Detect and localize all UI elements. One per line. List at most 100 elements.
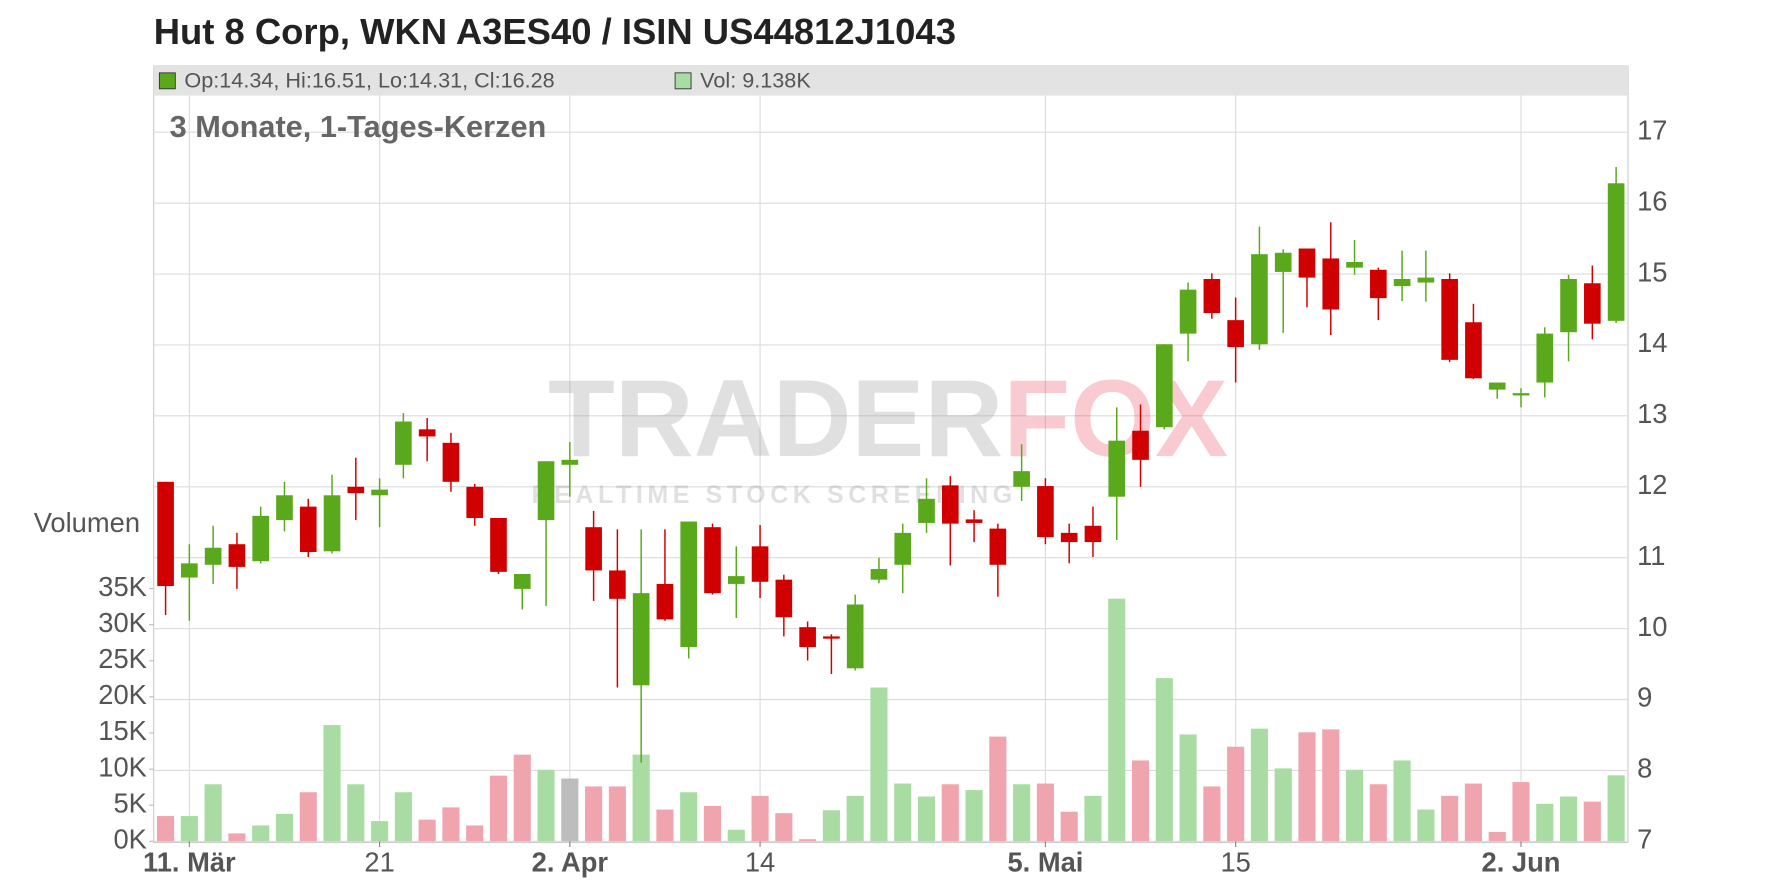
volume-bar	[1417, 809, 1435, 842]
candle-body	[704, 527, 721, 594]
candle-body	[609, 570, 626, 599]
candle-body	[1584, 283, 1601, 324]
candle-body	[1084, 525, 1102, 543]
candle-body	[323, 495, 341, 552]
candle-body	[1465, 322, 1482, 379]
candle-body	[775, 579, 793, 618]
candle-body	[656, 583, 674, 620]
candle-body	[1322, 258, 1340, 310]
x-tick-label: 15	[1220, 846, 1250, 877]
volume-tick-label: 25K	[98, 643, 147, 674]
legend-bar	[153, 66, 1629, 96]
volume-bar	[442, 807, 460, 842]
volume-bar	[1488, 831, 1506, 842]
volume-bar	[1322, 729, 1340, 842]
volume-bar	[1464, 783, 1482, 842]
volume-bar	[680, 792, 698, 842]
y-tick-label: 16	[1637, 185, 1667, 216]
candle-body	[347, 486, 365, 494]
candle-body	[1346, 261, 1363, 268]
volume-bar	[703, 805, 722, 842]
candle-body	[466, 486, 484, 518]
candle-body	[395, 421, 412, 465]
volume-bar	[822, 810, 840, 842]
volume-tick-label: 10K	[98, 751, 147, 782]
volume-tick-label: 15K	[98, 715, 147, 746]
candle-body	[1560, 279, 1577, 333]
volume-bar	[1179, 734, 1197, 842]
candle-body	[1155, 344, 1173, 428]
candle-body	[1037, 486, 1054, 538]
x-tick-label: 14	[745, 846, 775, 877]
legend-swatch	[158, 72, 176, 90]
y-tick-label: 12	[1637, 469, 1667, 500]
volume-tick-label: 35K	[98, 571, 147, 602]
candle-body	[1108, 440, 1126, 497]
volume-bar	[513, 754, 531, 842]
candle-body	[1251, 254, 1268, 345]
volume-bar	[371, 821, 389, 842]
candle-body	[561, 459, 579, 465]
candle-body	[989, 528, 1007, 565]
volume-bar	[1131, 760, 1150, 842]
candle-body	[1369, 269, 1387, 299]
volume-bar	[252, 825, 270, 842]
candle-body	[751, 546, 769, 582]
volume-bar	[347, 784, 365, 842]
candle-body	[1227, 320, 1244, 348]
candle-body	[1298, 248, 1316, 278]
marks: 7 8 9 10 11 12 13 14 15 16 17 0K 5K 10K 15K 20K 25K 30K 35…	[98, 114, 1667, 877]
candle-body	[228, 544, 246, 567]
volume-bar	[1393, 760, 1411, 842]
volume-bar	[180, 816, 198, 842]
y-tick-label: 10	[1637, 611, 1667, 642]
volume-legend-text: Vol: 9.138K	[700, 68, 811, 93]
y-tick-label: 11	[1637, 540, 1665, 571]
candle-body	[1488, 382, 1506, 390]
candle-body	[1203, 279, 1221, 314]
chart-title: Hut 8 Corp, WKN A3ES40 / ISIN US44812J10…	[154, 11, 956, 52]
volume-bar	[1108, 598, 1126, 842]
volume-bar	[1060, 811, 1078, 842]
volume-bar	[157, 816, 175, 842]
watermark-text: TRADERFOX	[548, 358, 1228, 480]
volume-bar	[228, 833, 246, 842]
volume-bar	[941, 784, 959, 842]
candle-body	[442, 442, 460, 482]
candle-body	[727, 576, 745, 584]
candle-body	[846, 604, 864, 669]
candle-body	[252, 515, 270, 562]
volume-bar	[323, 725, 341, 842]
y-tick-label: 13	[1637, 398, 1667, 429]
candle-body	[299, 506, 317, 553]
x-tick-label: 2. Apr	[532, 846, 609, 877]
volume-bar	[989, 736, 1007, 842]
candle-body	[1393, 279, 1411, 287]
candle-body	[1274, 252, 1292, 272]
candle-body	[1132, 430, 1149, 460]
candle-body	[632, 593, 650, 686]
watermark-part: TRADER	[548, 358, 1003, 480]
candle-body	[537, 461, 555, 521]
y-tick-label: 17	[1637, 114, 1667, 145]
volume-bar	[275, 813, 294, 842]
volume-bar	[1036, 783, 1054, 842]
candle-body	[1441, 279, 1458, 360]
x-tick-label: 5. Mai	[1007, 846, 1083, 877]
volume-bar	[561, 778, 579, 842]
candle-body	[823, 636, 840, 639]
candle-body	[1060, 532, 1078, 543]
volume-bar	[846, 795, 864, 842]
volume-bar	[1369, 784, 1387, 842]
volume-bar	[1512, 782, 1530, 842]
volume-bar	[299, 792, 317, 842]
candle-body	[418, 429, 436, 437]
candle-body	[157, 481, 174, 587]
volume-tick-label: 30K	[98, 607, 147, 638]
volume-bar	[466, 825, 484, 842]
volume-bar	[1084, 795, 1102, 842]
volume-tick-label: 5K	[113, 787, 146, 818]
volume-bar	[656, 809, 674, 842]
candle-body	[1512, 393, 1530, 396]
